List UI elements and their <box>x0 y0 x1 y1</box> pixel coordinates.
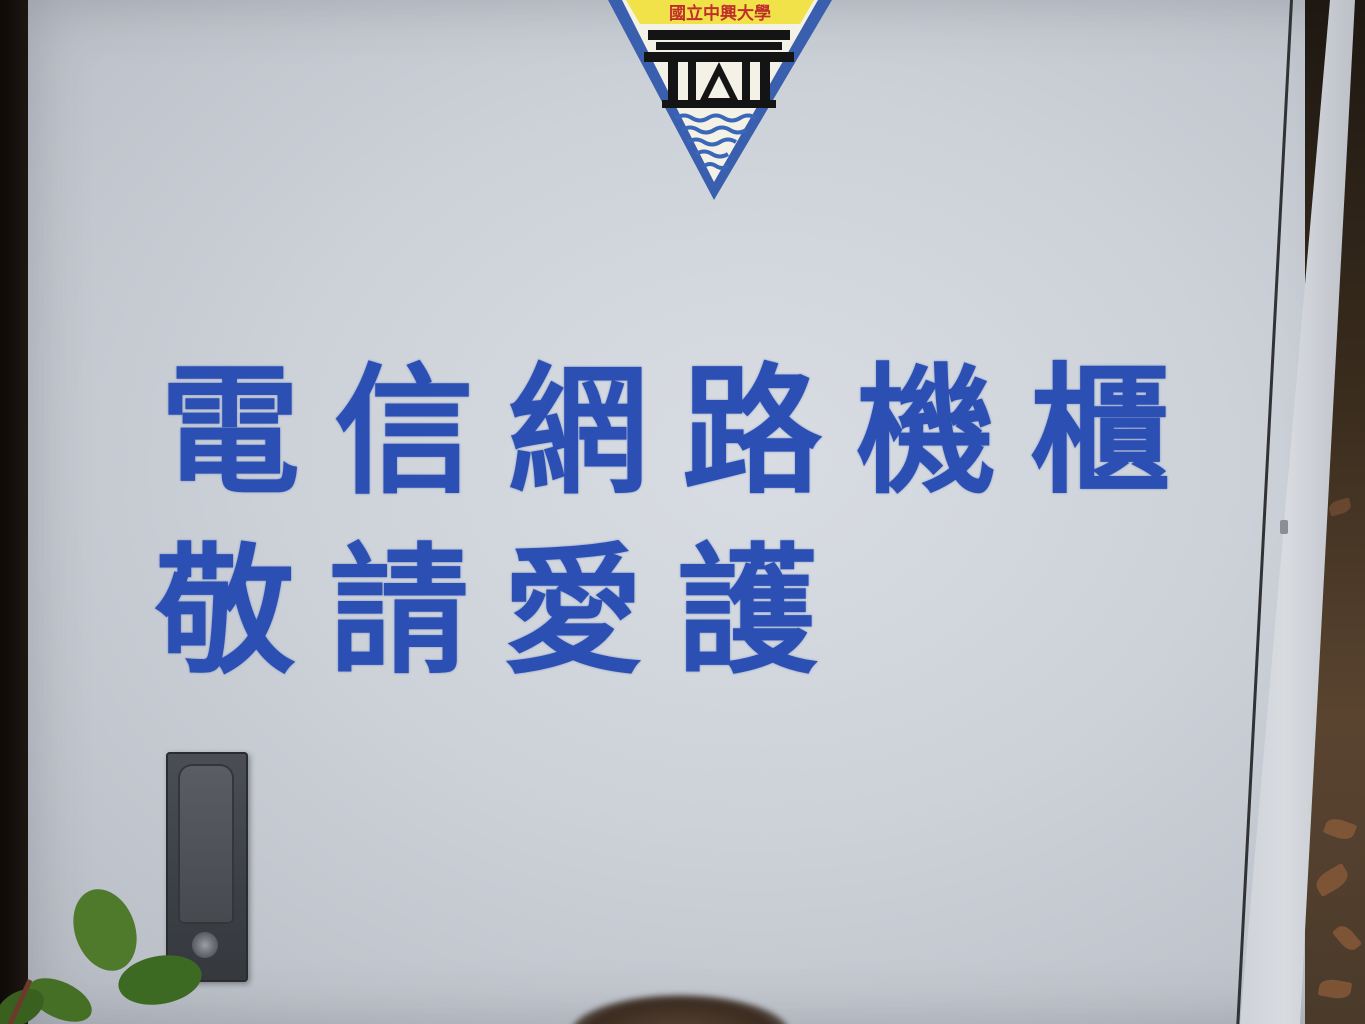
cabinet-left-shadow <box>0 0 30 1024</box>
telecom-cabinet-door <box>28 0 1353 1024</box>
latch-handle[interactable] <box>178 764 234 924</box>
door-latch[interactable] <box>166 752 248 982</box>
door-hinge <box>1280 520 1288 534</box>
university-emblem: 國立中興大學 <box>608 0 832 200</box>
emblem-banner <box>626 0 814 24</box>
sign-notice: 敬請愛護 <box>155 530 852 694</box>
fallen-leaf <box>1327 497 1353 517</box>
keyhole-icon <box>192 932 218 958</box>
water-waves-icon <box>674 113 758 170</box>
emblem-banner-text: 國立中興大學 <box>669 3 771 24</box>
sign-title: 電信網路機櫃 <box>160 350 1205 514</box>
building-icon <box>644 30 794 108</box>
fallen-leaf <box>1331 922 1363 954</box>
plant-leaves <box>0 889 202 1024</box>
fallen-leaf <box>1317 977 1353 1001</box>
fallen-leaf <box>1312 862 1352 898</box>
fallen-leaf <box>1322 815 1358 843</box>
